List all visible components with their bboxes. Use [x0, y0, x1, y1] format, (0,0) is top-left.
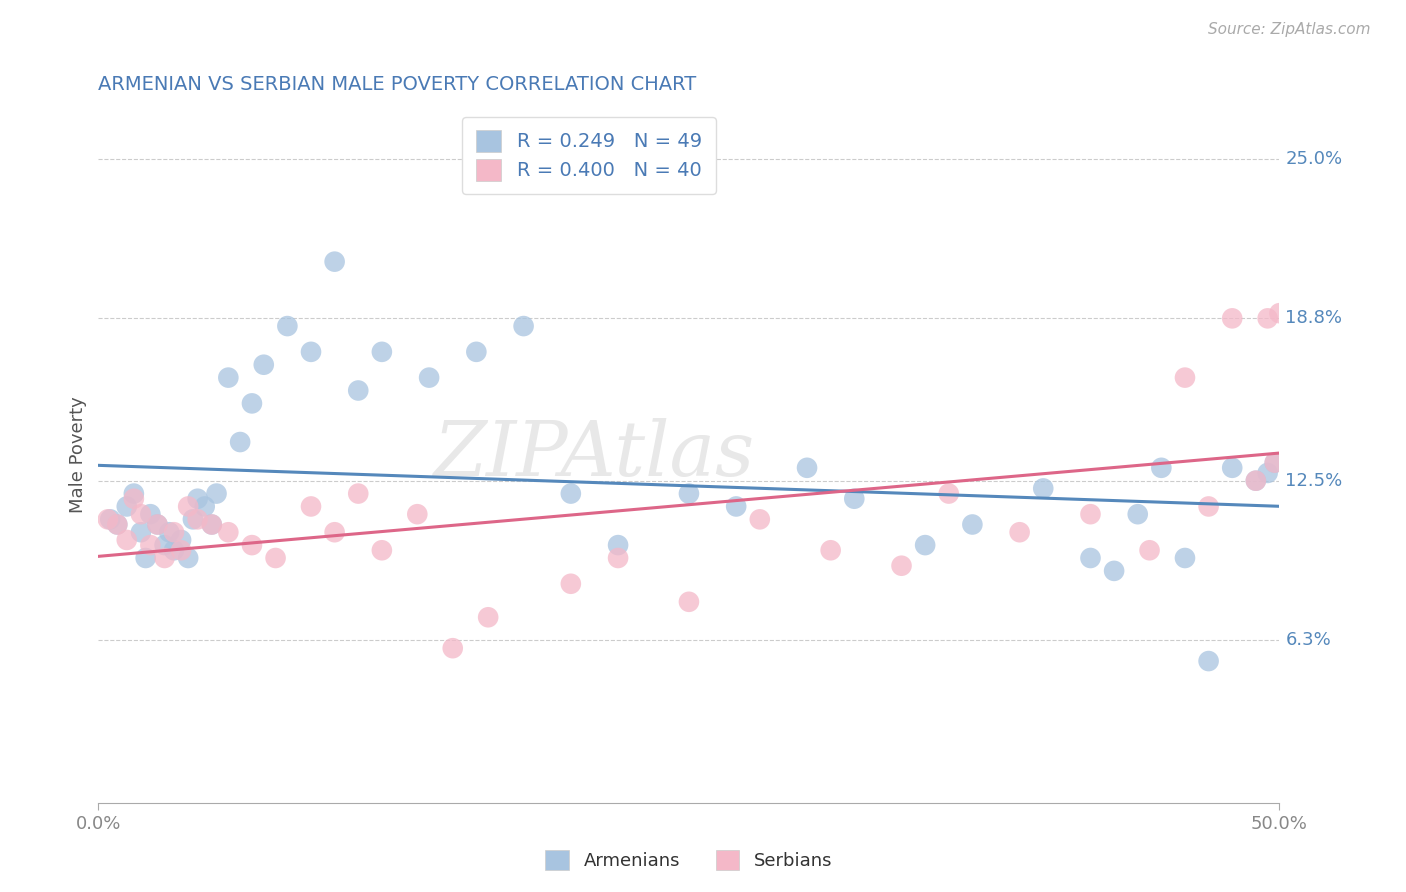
- Point: [678, 595, 700, 609]
- Point: [153, 551, 176, 566]
- Point: [1264, 456, 1286, 470]
- Point: [938, 486, 960, 500]
- Point: [135, 551, 157, 566]
- Point: [181, 512, 204, 526]
- Point: [607, 538, 630, 552]
- Point: [347, 486, 370, 500]
- Point: [1080, 507, 1102, 521]
- Point: [153, 538, 176, 552]
- Point: [146, 517, 169, 532]
- Point: [323, 525, 346, 540]
- Point: [129, 507, 152, 521]
- Point: [1198, 654, 1220, 668]
- Point: [139, 538, 162, 552]
- Point: [276, 319, 298, 334]
- Point: [1257, 311, 1279, 326]
- Point: [347, 384, 370, 398]
- Point: [1174, 370, 1197, 384]
- Point: [240, 396, 263, 410]
- Point: [1126, 507, 1149, 521]
- Point: [1244, 474, 1267, 488]
- Point: [229, 435, 252, 450]
- Point: [796, 460, 818, 475]
- Point: [1174, 551, 1197, 566]
- Point: [1032, 482, 1054, 496]
- Point: [1080, 551, 1102, 566]
- Point: [170, 533, 193, 547]
- Point: [217, 525, 239, 540]
- Point: [98, 512, 121, 526]
- Point: [177, 551, 200, 566]
- Point: [1139, 543, 1161, 558]
- Point: [560, 486, 582, 500]
- Point: [97, 512, 120, 526]
- Text: ZIPAtlas: ZIPAtlas: [434, 418, 755, 491]
- Point: [253, 358, 276, 372]
- Point: [1257, 466, 1279, 480]
- Point: [194, 500, 217, 514]
- Point: [187, 491, 209, 506]
- Text: 18.8%: 18.8%: [1285, 310, 1343, 327]
- Point: [323, 254, 346, 268]
- Point: [299, 344, 322, 359]
- Point: [820, 543, 842, 558]
- Y-axis label: Male Poverty: Male Poverty: [69, 397, 87, 513]
- Point: [844, 491, 866, 506]
- Point: [201, 517, 224, 532]
- Point: [1198, 500, 1220, 514]
- Point: [105, 517, 128, 532]
- Point: [205, 486, 228, 500]
- Point: [748, 512, 770, 526]
- Point: [1008, 525, 1031, 540]
- Point: [1220, 460, 1243, 475]
- Point: [299, 500, 322, 514]
- Point: [122, 491, 145, 506]
- Point: [139, 507, 162, 521]
- Point: [264, 551, 287, 566]
- Point: [201, 517, 224, 532]
- Point: [962, 517, 984, 532]
- Point: [163, 525, 186, 540]
- Point: [465, 344, 488, 359]
- Point: [163, 543, 186, 558]
- Point: [607, 551, 630, 566]
- Text: 25.0%: 25.0%: [1285, 150, 1343, 168]
- Point: [217, 370, 239, 384]
- Point: [477, 610, 499, 624]
- Point: [441, 641, 464, 656]
- Point: [129, 525, 152, 540]
- Point: [406, 507, 429, 521]
- Legend: Armenians, Serbians: Armenians, Serbians: [538, 843, 839, 877]
- Point: [115, 500, 138, 514]
- Text: 6.3%: 6.3%: [1285, 632, 1331, 649]
- Point: [240, 538, 263, 552]
- Point: [371, 543, 394, 558]
- Point: [105, 517, 128, 532]
- Point: [122, 486, 145, 500]
- Point: [146, 517, 169, 532]
- Point: [1264, 456, 1286, 470]
- Point: [371, 344, 394, 359]
- Point: [1244, 474, 1267, 488]
- Point: [1102, 564, 1125, 578]
- Point: [890, 558, 912, 573]
- Point: [418, 370, 440, 384]
- Point: [678, 486, 700, 500]
- Point: [187, 512, 209, 526]
- Point: [115, 533, 138, 547]
- Text: Source: ZipAtlas.com: Source: ZipAtlas.com: [1208, 22, 1371, 37]
- Point: [1220, 311, 1243, 326]
- Point: [170, 543, 193, 558]
- Text: 12.5%: 12.5%: [1285, 472, 1343, 490]
- Point: [177, 500, 200, 514]
- Point: [560, 576, 582, 591]
- Point: [157, 525, 180, 540]
- Text: ARMENIAN VS SERBIAN MALE POVERTY CORRELATION CHART: ARMENIAN VS SERBIAN MALE POVERTY CORRELA…: [98, 75, 696, 95]
- Point: [914, 538, 936, 552]
- Point: [512, 319, 534, 334]
- Point: [1268, 306, 1291, 320]
- Point: [1150, 460, 1173, 475]
- Point: [725, 500, 748, 514]
